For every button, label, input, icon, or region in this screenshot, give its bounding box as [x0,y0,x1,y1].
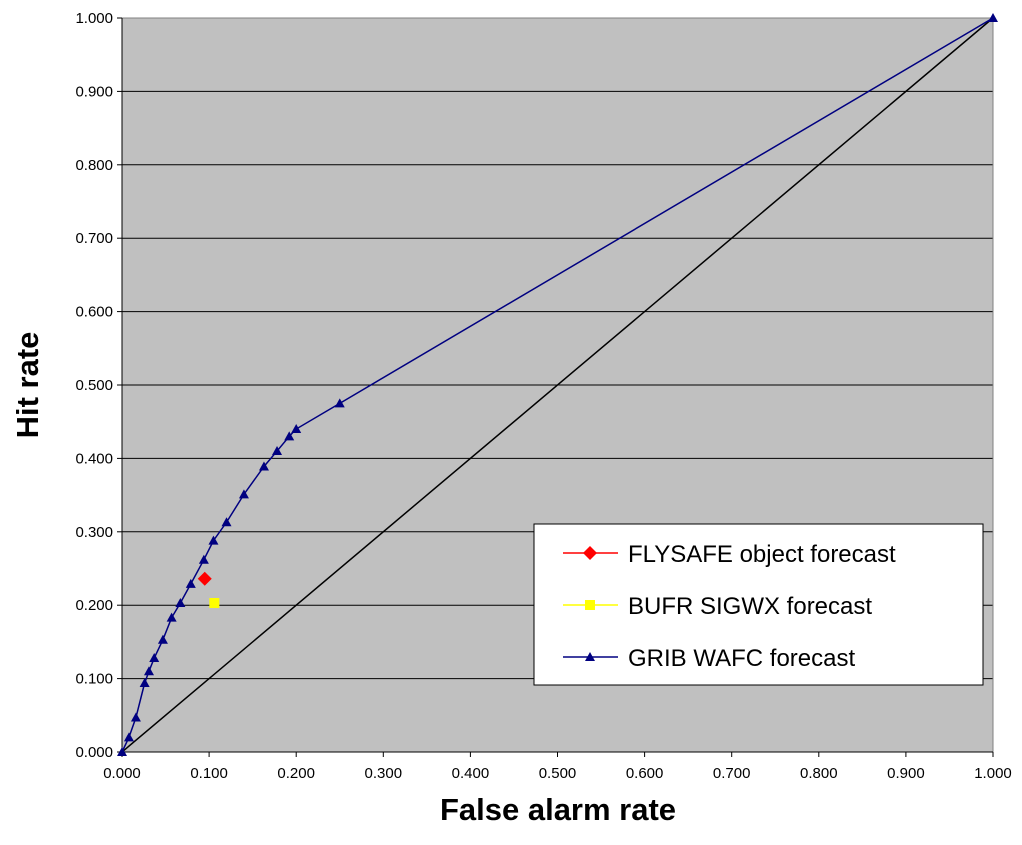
legend: FLYSAFE object forecast BUFR SIGWX foreca… [533,523,984,686]
x-tick-label: 0.400 [452,765,490,782]
x-tick-label: 1.000 [974,765,1012,782]
y-tick-label: 0.800 [75,157,113,174]
x-tick-label: 0.600 [626,765,664,782]
y-tick-label: 0.000 [75,744,113,761]
data-point [185,578,196,588]
y-tick-label: 0.100 [75,671,113,688]
y-tick-label: 0.700 [75,230,113,247]
legend-entries: FLYSAFE object forecast BUFR SIGWX foreca… [563,541,896,672]
y-tick-label: 0.900 [75,83,113,100]
x-tick-label: 0.500 [539,765,577,782]
x-tick-label: 0.800 [800,765,838,782]
data-point [123,732,134,742]
data-point [988,13,998,22]
data-series [117,13,998,756]
y-tick-label: 0.300 [75,524,113,541]
data-point [208,535,219,545]
data-point [117,747,127,756]
x-axis-title: False alarm rate [440,792,676,827]
data-point [209,597,220,608]
data-point [157,634,168,644]
x-tick-label: 0.000 [103,765,141,782]
reference-diagonal [121,17,994,753]
data-point [221,517,232,527]
data-point [130,712,141,722]
x-tick-label: 0.100 [190,765,228,782]
data-point [198,554,209,564]
data-point [272,446,283,456]
data-point [258,461,269,471]
axis-ticks: 0.000 0.100 0.200 0.300 0.400 0.500 0.600 0.700… [75,10,1011,782]
data-point [284,431,295,441]
legend-label: GRIB WAFC forecast [628,645,855,672]
x-tick-label: 0.200 [277,765,315,782]
data-point [149,653,160,663]
x-tick-label: 0.300 [365,765,403,782]
data-point [197,571,212,586]
x-tick-label: 0.700 [713,765,751,782]
data-point [175,597,186,607]
x-tick-label: 0.900 [887,765,925,782]
y-tick-label: 0.200 [75,597,113,614]
y-tick-label: 0.400 [75,450,113,467]
legend-label: BUFR SIGWX forecast [628,593,872,620]
y-axis-title: Hit rate [10,332,45,439]
y-tick-label: 1.000 [75,10,113,27]
data-point [166,612,177,622]
data-point [291,424,302,434]
data-point [144,666,155,676]
legend-marker [585,600,595,610]
legend-marker [585,652,595,661]
y-tick-label: 0.600 [75,304,113,321]
data-point [139,678,150,688]
legend-marker [583,546,597,560]
diagonal-reference-line [121,17,994,753]
data-point [238,489,249,499]
data-point [334,398,345,408]
y-tick-label: 0.500 [75,377,113,394]
legend-label: FLYSAFE object forecast [628,541,896,568]
